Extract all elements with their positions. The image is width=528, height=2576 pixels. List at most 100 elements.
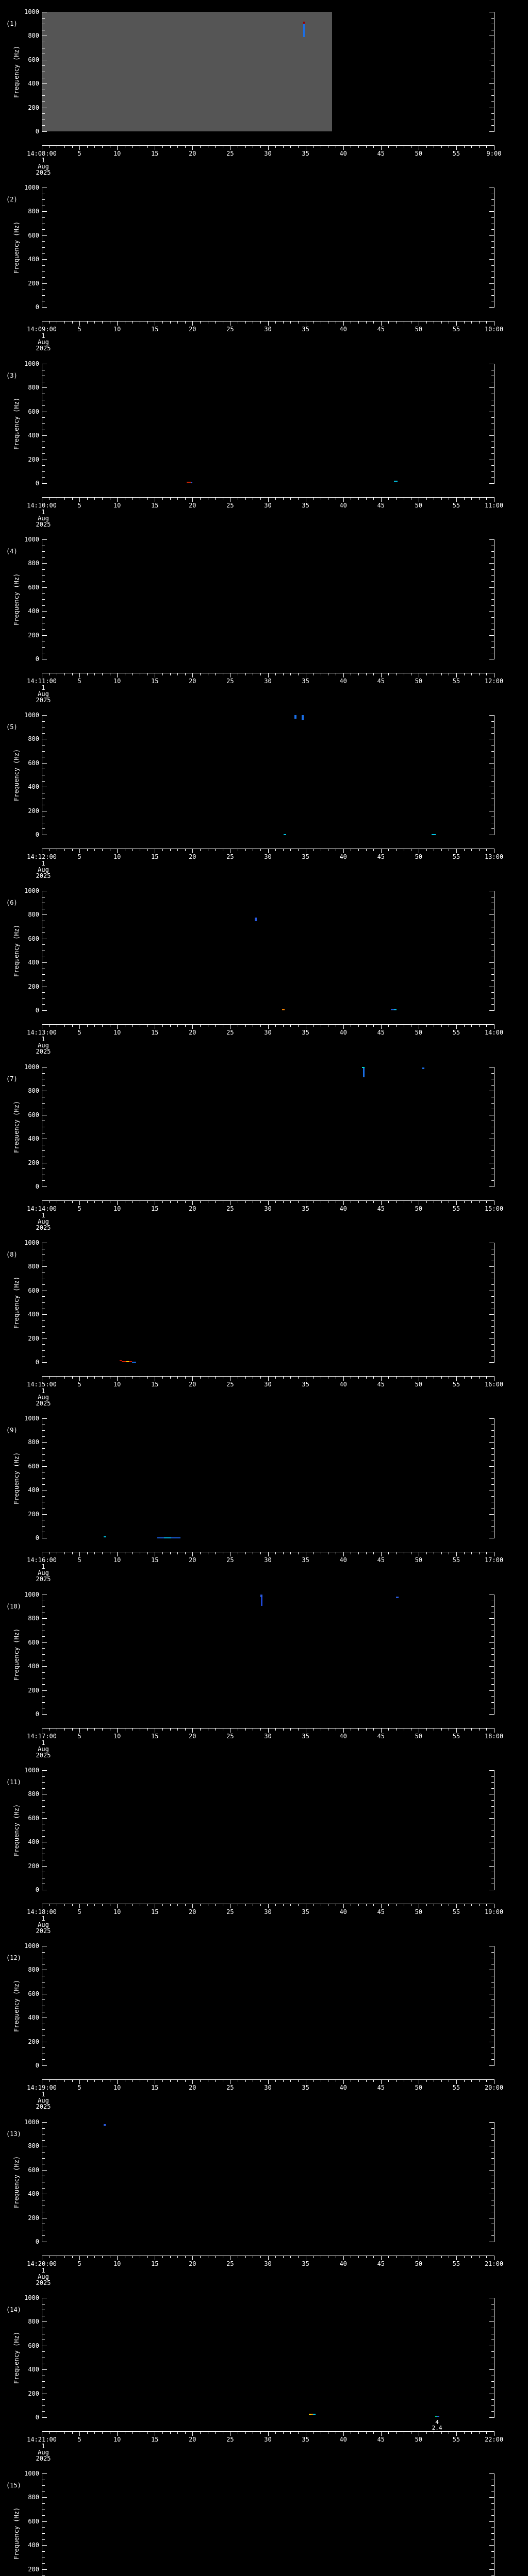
panel-index-label: (10): [6, 1603, 21, 1610]
y-minor-tick: [42, 1478, 45, 1479]
event-marker: [303, 23, 305, 38]
y-tick: [42, 2122, 47, 2123]
y-minor-tick: [491, 2158, 494, 2159]
x-minor-tick: [478, 146, 480, 148]
x-minor-tick: [366, 1552, 367, 1554]
y-tick-label: 600: [28, 1638, 39, 1646]
x-minor-tick: [177, 498, 178, 500]
x-minor-tick: [388, 321, 389, 324]
event-marker: [103, 2124, 106, 2126]
x-minor-tick: [478, 2080, 480, 2082]
y-minor-tick: [42, 980, 45, 981]
x-tick-label: 45: [377, 677, 385, 685]
x-tick-label: 15: [151, 853, 159, 860]
x-tick: [192, 673, 193, 677]
y-tick: [42, 1690, 47, 1691]
event-marker: [282, 1009, 285, 1011]
y-tick-label: 600: [28, 1462, 39, 1470]
x-start-label: 14:12:00: [27, 853, 57, 860]
y-tick: [42, 2170, 47, 2171]
x-tick: [192, 146, 193, 150]
y-tick-label: 1000: [24, 2119, 39, 2126]
x-minor-tick: [132, 2256, 133, 2258]
y-minor-tick: [42, 1073, 45, 1074]
x-minor-tick: [471, 2256, 472, 2258]
x-minor-tick: [245, 1728, 246, 1731]
x-tick-label: 40: [339, 853, 347, 860]
date-label: Aug: [38, 2449, 49, 2456]
x-end-label: 22:00: [484, 2436, 504, 2443]
event-marker: [260, 1595, 263, 1598]
x-minor-tick: [426, 1552, 427, 1554]
x-minor-tick: [275, 1728, 276, 1731]
y-minor-tick: [42, 1320, 45, 1321]
x-axis: [42, 2079, 494, 2080]
x-minor-tick: [102, 1728, 103, 1731]
y-minor-tick: [491, 247, 494, 248]
x-minor-tick: [426, 2256, 427, 2258]
y-tick: [42, 1362, 47, 1363]
y-tick: [42, 635, 47, 636]
x-tick-label: 15: [151, 2084, 159, 2091]
x-minor-tick: [486, 1025, 487, 1027]
x-tick-label: 10: [113, 502, 121, 509]
date-label: 2025: [36, 1752, 51, 1759]
y-tick: [489, 1314, 494, 1315]
x-minor-tick: [373, 849, 374, 851]
date-label: 1: [41, 332, 45, 340]
y-axis-title: Frequency (Hz): [13, 45, 20, 98]
y-tick-label: 0: [35, 1359, 39, 1366]
event-marker: [309, 2414, 311, 2415]
y-minor-tick: [491, 1168, 494, 1170]
y-minor-tick: [491, 2405, 494, 2406]
x-tick: [456, 1728, 457, 1733]
x-tick-label: 40: [339, 2260, 347, 2267]
y-minor-tick: [491, 229, 494, 230]
x-minor-tick: [200, 146, 201, 148]
date-label: Aug: [38, 1218, 49, 1225]
x-tick: [268, 673, 269, 677]
y-tick-label: 0: [35, 1007, 39, 1014]
y-minor-tick: [42, 1496, 45, 1497]
x-minor-tick: [132, 498, 133, 500]
y-minor-tick: [491, 1660, 494, 1661]
y-tick: [42, 2545, 47, 2546]
x-minor-tick: [72, 673, 73, 675]
x-tick-label: 10: [113, 326, 121, 333]
x-minor-tick: [486, 2432, 487, 2434]
x-minor-tick: [298, 2432, 299, 2434]
x-minor-tick: [200, 1201, 201, 1203]
x-tick: [381, 321, 382, 326]
event-marker: [163, 1537, 172, 1538]
x-tick-label: 15: [151, 1556, 159, 1564]
y-tick: [42, 1314, 47, 1315]
x-minor-tick: [486, 2256, 487, 2258]
y-minor-tick: [491, 1848, 494, 1849]
x-minor-tick: [64, 1025, 65, 1027]
y-tick-label: 0: [35, 1183, 39, 1190]
x-minor-tick: [275, 1377, 276, 1379]
x-tick-label: 45: [377, 2260, 385, 2267]
y-minor-tick: [42, 2563, 45, 2564]
x-minor-tick: [245, 1201, 246, 1203]
x-minor-tick: [486, 1552, 487, 1554]
date-label: 1: [41, 157, 45, 164]
y-minor-tick: [491, 2563, 494, 2564]
x-start-label: 14:16:00: [27, 1556, 57, 1564]
y-minor-tick: [491, 447, 494, 448]
date-label: 2025: [36, 872, 51, 879]
x-minor-tick: [64, 1552, 65, 1554]
y-tick: [489, 2170, 494, 2171]
date-label: 2025: [36, 1048, 51, 1055]
x-tick-label: 35: [302, 150, 309, 157]
x-axis: [42, 1376, 494, 1377]
y-minor-tick: [42, 1952, 45, 1953]
x-minor-tick: [478, 1377, 480, 1379]
x-minor-tick: [366, 2432, 367, 2434]
y-tick: [489, 1010, 494, 1011]
x-tick: [79, 498, 80, 502]
x-minor-tick: [215, 321, 216, 324]
x-minor-tick: [426, 498, 427, 500]
y-minor-tick: [491, 2539, 494, 2540]
